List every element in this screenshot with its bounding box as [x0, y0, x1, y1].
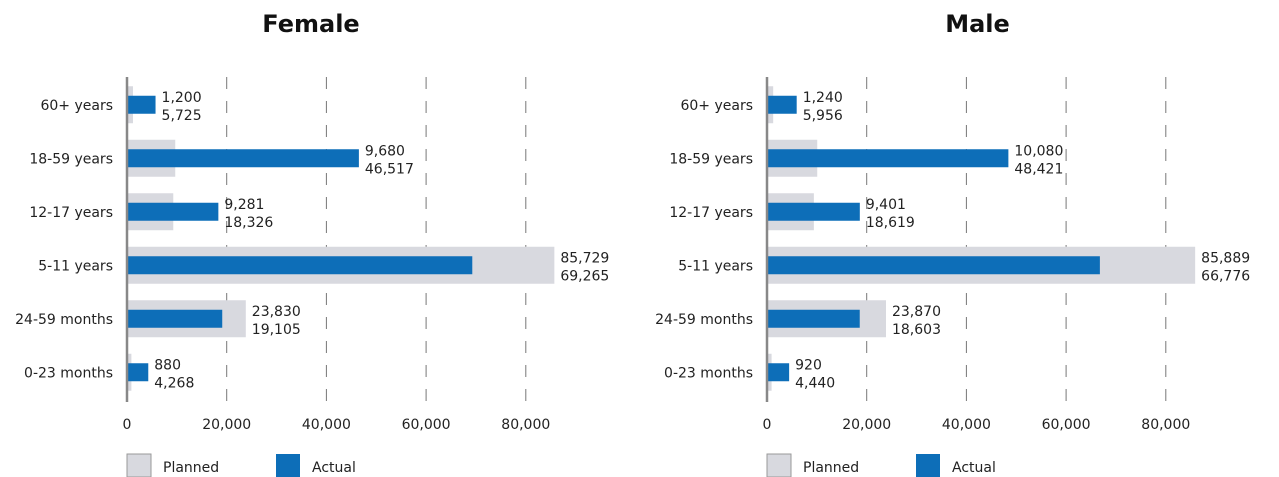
x-tick-label: 80,000	[1141, 417, 1190, 433]
value-label-actual: 18,326	[224, 215, 273, 231]
legend-swatch	[766, 453, 792, 477]
value-label-planned: 23,830	[252, 304, 301, 320]
bar-chart-female: 1,200 5,725 60+ years 9,680 46,517 18-59 year…	[15, 77, 609, 477]
x-tick-label: 60,000	[402, 417, 451, 433]
value-label-actual: 46,517	[365, 161, 414, 177]
value-label-planned: 1,200	[162, 90, 202, 106]
chart-title: Male	[945, 10, 1010, 38]
bar-actual	[767, 309, 860, 328]
x-tick-label: 40,000	[302, 417, 351, 433]
value-label-actual: 48,421	[1014, 161, 1063, 177]
bar-actual	[127, 256, 473, 275]
value-label-planned: 9,680	[365, 143, 405, 159]
value-label-planned: 85,729	[560, 250, 609, 266]
x-tick-label: 20,000	[842, 417, 891, 433]
bar-actual	[127, 149, 359, 168]
x-tick-label: 0	[763, 417, 772, 433]
legend-label: Actual	[312, 460, 356, 476]
category-label: 12-17 years	[669, 205, 753, 221]
category-label: 18-59 years	[29, 151, 113, 167]
value-label-planned: 880	[154, 357, 181, 373]
value-label-planned: 920	[795, 357, 822, 373]
legend-label: Planned	[803, 460, 859, 476]
bar-actual	[127, 309, 223, 328]
x-tick-label: 60,000	[1042, 417, 1091, 433]
legend-swatch	[276, 454, 300, 477]
value-label-planned: 10,080	[1014, 143, 1063, 159]
value-label-actual: 5,956	[803, 108, 843, 124]
x-tick-label: 80,000	[501, 417, 550, 433]
x-tick-label: 40,000	[942, 417, 991, 433]
bar-actual	[767, 256, 1100, 275]
bar-actual	[127, 202, 219, 221]
value-label-actual: 5,725	[162, 108, 202, 124]
value-label-actual: 19,105	[252, 322, 301, 338]
category-label: 5-11 years	[678, 258, 753, 274]
chart-panel-female: Female 1,200 5,725 60+ years 9,680 46,517 18-…	[15, 10, 609, 477]
category-label: 60+ years	[680, 98, 753, 114]
bar-actual	[767, 202, 860, 221]
x-tick-label: 0	[123, 417, 132, 433]
category-label: 12-17 years	[29, 205, 113, 221]
category-label: 18-59 years	[669, 151, 753, 167]
bar-actual	[767, 363, 790, 382]
bar-chart-male: 1,240 5,956 60+ years 10,080 48,421 18-59 yea…	[655, 77, 1250, 477]
bar-actual	[127, 363, 149, 382]
value-label-planned: 1,240	[803, 90, 843, 106]
bar-actual	[767, 149, 1009, 168]
value-label-planned: 85,889	[1201, 250, 1250, 266]
x-tick-label: 20,000	[202, 417, 251, 433]
value-label-actual: 66,776	[1201, 268, 1250, 284]
value-label-actual: 4,268	[154, 375, 194, 391]
value-label-planned: 9,401	[866, 197, 906, 213]
category-label: 24-59 months	[655, 312, 753, 328]
bar-actual	[767, 95, 797, 114]
value-label-actual: 69,265	[560, 268, 609, 284]
category-label: 24-59 months	[15, 312, 113, 328]
category-label: 60+ years	[40, 98, 113, 114]
legend-label: Actual	[952, 460, 996, 476]
legend-swatch	[126, 453, 152, 477]
category-label: 0-23 months	[24, 365, 113, 381]
legend-swatch	[916, 454, 940, 477]
category-label: 5-11 years	[38, 258, 113, 274]
value-label-actual: 18,603	[892, 322, 941, 338]
bar-actual	[127, 95, 156, 114]
value-label-planned: 23,870	[892, 304, 941, 320]
chart-title: Female	[262, 10, 360, 38]
legend-label: Planned	[163, 460, 219, 476]
chart-panel-male: Male 1,240 5,956 60+ years 10,080 48,421 18-5…	[640, 0, 1279, 477]
value-label-actual: 4,440	[795, 375, 835, 391]
category-label: 0-23 months	[664, 365, 753, 381]
value-label-planned: 9,281	[224, 197, 264, 213]
value-label-actual: 18,619	[866, 215, 915, 231]
